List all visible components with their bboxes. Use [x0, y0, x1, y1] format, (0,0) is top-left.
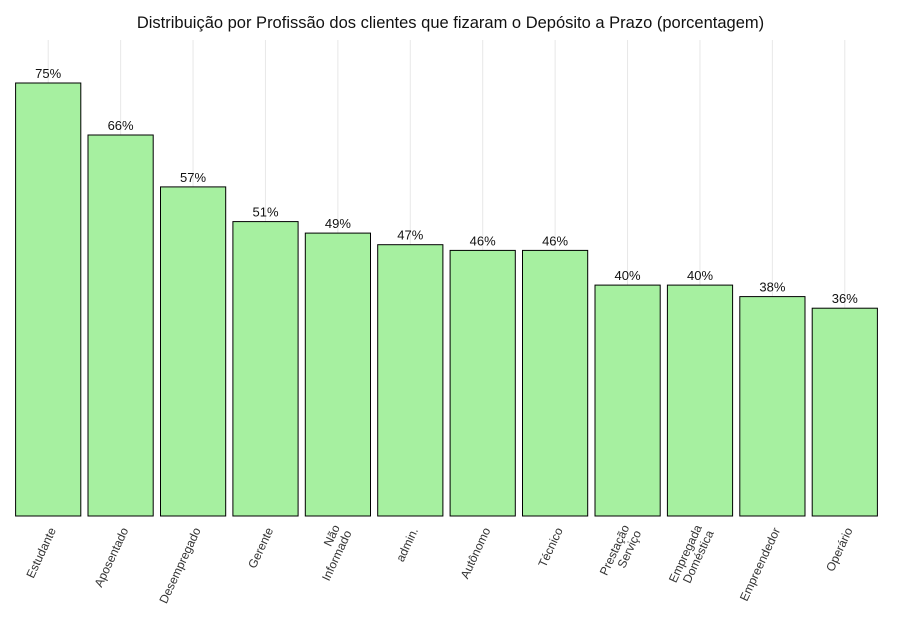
- data-label: 66%: [108, 118, 134, 133]
- x-tick-label: PrestaçãoServiço: [597, 522, 644, 583]
- x-tick-label: Operário: [823, 525, 856, 574]
- data-label: 49%: [325, 216, 351, 231]
- x-tick-label: admin.: [393, 525, 421, 564]
- bar: [594, 284, 661, 517]
- bar: [87, 134, 154, 517]
- bar: [377, 244, 444, 517]
- x-tick-label: NãoInformado: [307, 522, 354, 583]
- data-label: 40%: [614, 268, 640, 283]
- x-tick-label: Desempregado: [156, 525, 204, 606]
- x-tick-label: EmpregadaDoméstica: [666, 522, 717, 590]
- x-tick-label: Aposentado: [92, 525, 132, 589]
- bars-layer: [15, 82, 878, 517]
- x-tick-labels-layer: Estudante Aposentado Desempregado Gerente Nã…: [23, 522, 855, 605]
- bar: [739, 296, 806, 517]
- bar: [666, 284, 734, 517]
- data-label: 40%: [687, 268, 713, 283]
- data-label: 75%: [35, 66, 61, 81]
- bar: [522, 249, 589, 517]
- bar: [449, 249, 516, 517]
- data-label: 51%: [252, 205, 278, 220]
- x-tick-label: Autônomo: [458, 525, 494, 581]
- bar: [232, 221, 299, 517]
- x-tick-label: Empreendedor: [737, 525, 783, 603]
- bar: [304, 232, 371, 517]
- data-label: 36%: [832, 291, 858, 306]
- data-label: 46%: [470, 233, 496, 248]
- x-tick-label: Gerente: [245, 525, 276, 571]
- bar: [15, 82, 82, 517]
- data-label: 46%: [542, 233, 568, 248]
- chart-title: Distribuição por Profissão dos clientes …: [136, 14, 765, 32]
- x-tick-label: Estudante: [23, 525, 59, 580]
- value-labels-layer: 75% 66% 57% 51% 49% 47% 46% 46% 40% 40% 38% 36%: [35, 66, 858, 306]
- data-label: 57%: [180, 170, 206, 185]
- x-tick-label: Técnico: [535, 525, 566, 569]
- data-label: 38%: [759, 280, 785, 295]
- data-label: 47%: [397, 228, 423, 243]
- bar: [811, 307, 878, 517]
- bar: [160, 186, 227, 517]
